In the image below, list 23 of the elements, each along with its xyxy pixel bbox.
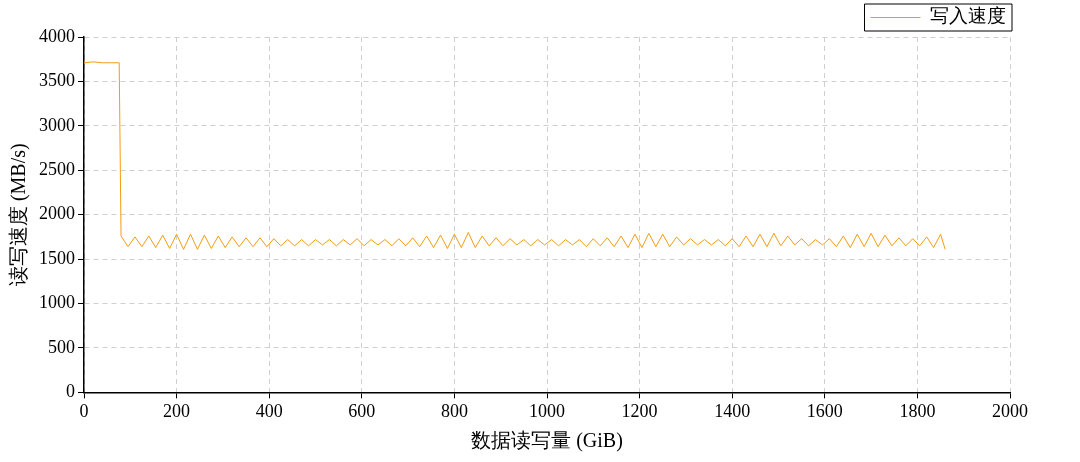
y-tick-label: 1000: [39, 292, 75, 313]
y-tick-label: 0: [66, 381, 75, 402]
x-tick-label: 1000: [529, 400, 565, 421]
x-tick-label: 0: [79, 400, 89, 421]
x-tick-label: 400: [255, 400, 283, 421]
y-tick-label: 2000: [39, 203, 75, 224]
x-axis-title: 数据读写量 (GiB): [471, 429, 623, 453]
legend-label: 写入速度: [930, 5, 1006, 27]
x-tick-label: 2000: [992, 400, 1028, 421]
y-axis-title: 读写速度 (MB/s): [7, 143, 31, 287]
x-tick-label: 1600: [806, 400, 843, 421]
x-tick-label: 800: [440, 400, 468, 421]
x-tick-label: 1800: [899, 400, 936, 421]
y-tick-label: 4000: [39, 25, 75, 46]
x-tick-label: 600: [348, 400, 376, 421]
y-tick-label: 500: [48, 336, 75, 357]
x-tick-label: 1400: [714, 400, 751, 421]
x-tick-label: 200: [163, 400, 191, 421]
y-tick-label: 3000: [39, 114, 75, 135]
x-tick-label: 1200: [621, 400, 658, 421]
y-tick-label: 2500: [39, 159, 75, 180]
y-tick-label: 3500: [39, 70, 75, 91]
y-tick-label: 1500: [39, 247, 75, 268]
